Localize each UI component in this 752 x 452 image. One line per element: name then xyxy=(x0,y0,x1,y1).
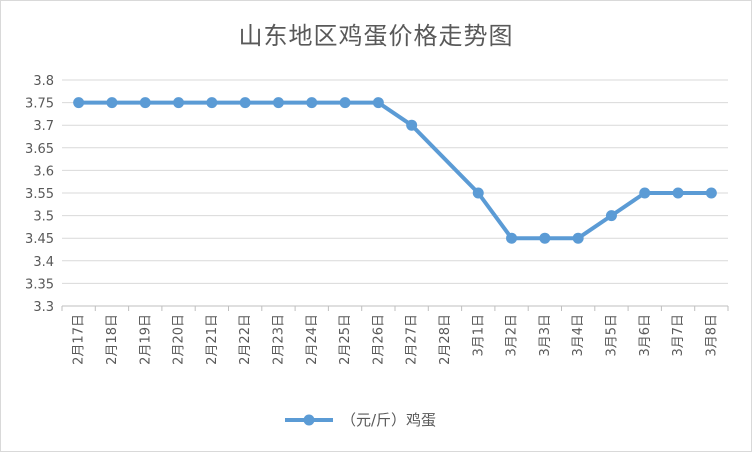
data-point xyxy=(306,97,318,109)
x-tick-label: 3月6日 xyxy=(638,314,653,357)
data-point xyxy=(639,187,651,199)
x-tick-label: 2月24日 xyxy=(305,314,320,365)
x-tick-label: 3月8日 xyxy=(704,314,719,357)
y-tick-label: 3.55 xyxy=(25,187,54,202)
data-point xyxy=(339,97,351,109)
y-axis-ticks: 3.8 3.75 3.7 3.65 3.6 3.55 3.5 3.45 3.4 3.35 3.3 xyxy=(25,74,54,315)
data-point xyxy=(539,232,551,244)
y-tick-label: 3.7 xyxy=(33,119,54,134)
series-layer xyxy=(73,97,717,244)
data-point xyxy=(605,210,617,222)
legend-point-marker xyxy=(303,414,315,426)
chart-title: 山东地区鸡蛋价格走势图 xyxy=(238,22,514,50)
x-tick-label: 3月1日 xyxy=(471,314,486,357)
y-tick-label: 3.4 xyxy=(33,255,54,270)
x-tick-label: 3月7日 xyxy=(671,314,686,357)
data-point xyxy=(406,119,418,131)
x-tick-label: 2月25日 xyxy=(338,314,353,365)
x-tick-label: 3月4日 xyxy=(571,314,586,357)
data-point xyxy=(506,232,518,244)
x-tick-label: 3月5日 xyxy=(604,314,619,357)
y-tick-label: 3.3 xyxy=(33,300,54,315)
x-tick-label: 2月22日 xyxy=(238,314,253,365)
x-tick-label: 2月21日 xyxy=(205,314,220,365)
y-tick-label: 3.75 xyxy=(25,97,54,112)
y-tick-label: 3.45 xyxy=(25,232,54,247)
x-axis-ticks: 2月17日 2月18日 2月19日 2月20日 2月21日 2月22日 2月23日 2月24日… xyxy=(72,314,720,365)
y-tick-label: 3.5 xyxy=(33,210,54,225)
data-point xyxy=(272,97,284,109)
y-tick-label: 3.6 xyxy=(33,164,54,179)
data-point xyxy=(239,97,251,109)
x-tick-label: 2月20日 xyxy=(172,314,187,365)
x-tick-label: 2月27日 xyxy=(405,314,420,365)
data-point xyxy=(572,232,584,244)
legend: （元/斤）鸡蛋 xyxy=(285,411,436,429)
data-point xyxy=(173,97,185,109)
x-tick-label: 2月23日 xyxy=(271,314,286,365)
data-point xyxy=(672,187,684,199)
data-point xyxy=(206,97,218,109)
data-point xyxy=(139,97,151,109)
x-tick-label: 2月18日 xyxy=(105,314,120,365)
data-point xyxy=(73,97,85,109)
x-axis xyxy=(61,305,729,311)
data-point xyxy=(372,97,384,109)
data-point xyxy=(472,187,484,199)
x-tick-label: 2月26日 xyxy=(371,314,386,365)
data-point xyxy=(106,97,118,109)
x-tick-label: 3月3日 xyxy=(538,314,553,357)
x-tick-label: 3月2日 xyxy=(505,314,520,357)
x-tick-label: 2月28日 xyxy=(438,314,453,365)
y-tick-label: 3.35 xyxy=(25,277,54,292)
y-tick-label: 3.65 xyxy=(25,142,54,157)
x-tick-label: 2月19日 xyxy=(138,314,153,365)
legend-label: （元/斤）鸡蛋 xyxy=(341,411,436,429)
x-tick-label: 2月17日 xyxy=(72,314,87,365)
y-tick-label: 3.8 xyxy=(33,74,54,89)
data-point xyxy=(705,187,717,199)
